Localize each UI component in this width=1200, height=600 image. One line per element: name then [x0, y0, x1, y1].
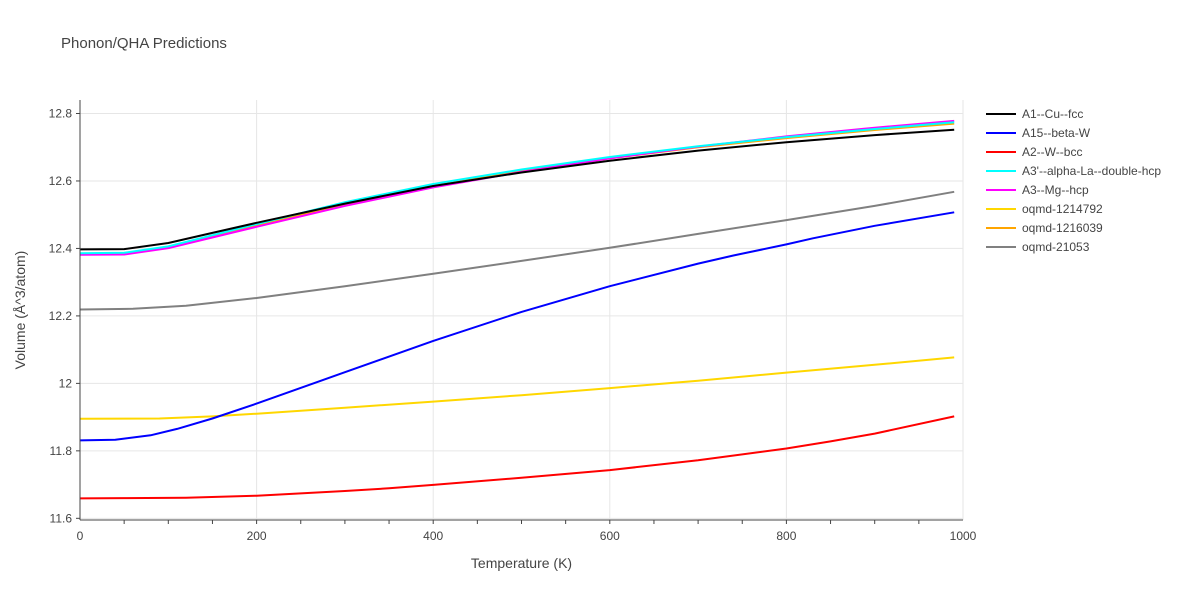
- legend-item[interactable]: A3'--alpha-La--double-hcp: [986, 161, 1161, 180]
- x-tick-label: 1000: [950, 529, 977, 543]
- legend-swatch: [986, 150, 1016, 153]
- x-tick-label: 400: [423, 529, 443, 543]
- grid: [80, 100, 964, 520]
- legend-label: A1--Cu--fcc: [1022, 106, 1084, 121]
- legend-label: oqmd-21053: [1022, 239, 1090, 254]
- series-line-oqmd-21053: [79, 190, 955, 311]
- y-tick-label: 12.4: [49, 241, 73, 255]
- legend-item[interactable]: oqmd-1214792: [986, 199, 1161, 218]
- series-line-oqmd-1216039: [79, 122, 955, 255]
- x-tick-label: 600: [600, 529, 620, 543]
- legend: A1--Cu--fcc A15--beta-W A2--W--bcc A3'--alp…: [986, 104, 1161, 256]
- y-axis-title: Volume (Å^3/atom): [12, 251, 28, 370]
- legend-swatch: [986, 226, 1016, 229]
- legend-item[interactable]: oqmd-1216039: [986, 218, 1161, 237]
- legend-swatch: [986, 207, 1016, 210]
- axis-ticks: 0 200 400 600 800 1000 11.6 11.8 12 12.2 12.4 12.6 1…: [49, 106, 977, 543]
- legend-label: A3'--alpha-La--double-hcp: [1022, 163, 1162, 178]
- legend-label: A3--Mg--hcp: [1022, 182, 1089, 197]
- legend-swatch: [986, 188, 1016, 191]
- series-line-oqmd-1214792: [79, 356, 955, 420]
- y-tick-label: 12.6: [49, 174, 73, 188]
- legend-item[interactable]: A15--beta-W: [986, 123, 1161, 142]
- legend-swatch: [986, 169, 1016, 172]
- series-lines: [79, 119, 955, 500]
- legend-swatch: [986, 131, 1016, 134]
- legend-label: oqmd-1216039: [1022, 220, 1103, 235]
- y-tick-label: 12: [59, 376, 73, 390]
- legend-item[interactable]: A2--W--bcc: [986, 142, 1161, 161]
- x-tick-label: 800: [776, 529, 796, 543]
- y-tick-label: 11.6: [50, 511, 73, 525]
- legend-label: oqmd-1214792: [1022, 201, 1103, 216]
- series-line-a2-w-bcc: [79, 415, 955, 500]
- y-tick-label: 12.8: [49, 106, 73, 120]
- x-axis-title: Temperature (K): [471, 555, 572, 571]
- chart-title: Phonon/QHA Predictions: [61, 35, 227, 52]
- series-line-a15-beta-w: [79, 211, 955, 442]
- legend-item[interactable]: oqmd-21053: [986, 237, 1161, 256]
- legend-swatch: [986, 112, 1016, 115]
- y-tick-label: 11.8: [50, 444, 73, 458]
- y-tick-label: 12.2: [49, 309, 73, 323]
- legend-swatch: [986, 245, 1016, 248]
- x-tick-label: 200: [247, 529, 267, 543]
- legend-item[interactable]: A1--Cu--fcc: [986, 104, 1161, 123]
- legend-label: A15--beta-W: [1022, 125, 1091, 140]
- legend-label: A2--W--bcc: [1022, 144, 1083, 159]
- x-tick-label: 0: [77, 529, 84, 543]
- series-line-a3-alpha-la-double-hcp: [79, 121, 955, 255]
- series-line-a1-cu-fcc: [79, 128, 955, 251]
- legend-item[interactable]: A3--Mg--hcp: [986, 180, 1161, 199]
